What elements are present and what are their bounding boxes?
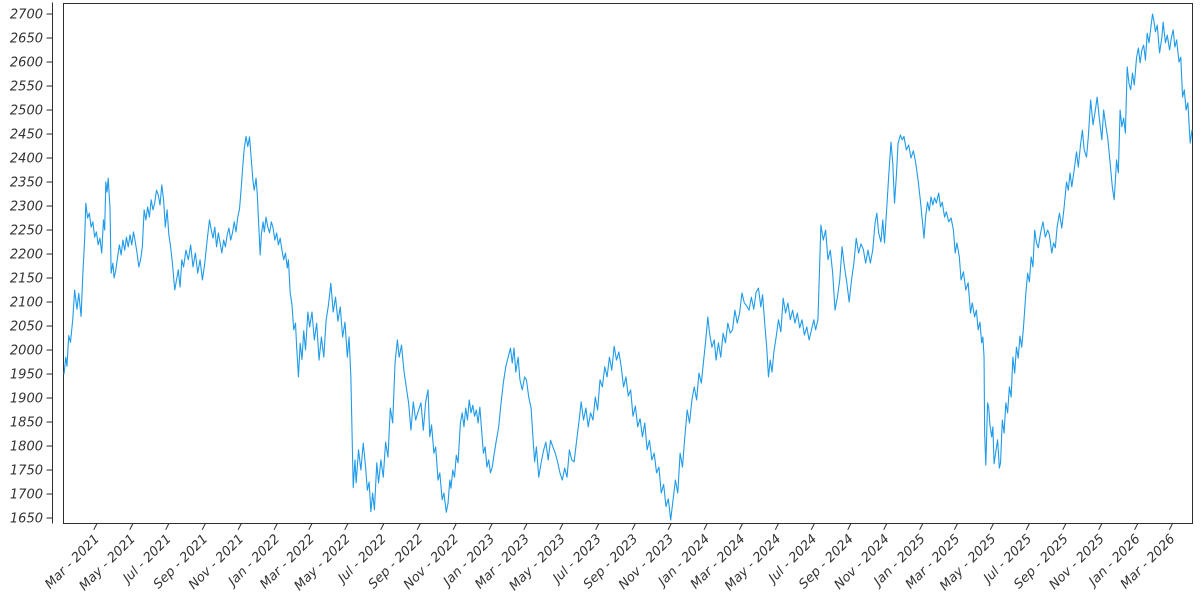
x-tick-mark: [93, 523, 98, 531]
y-tick-label: 2700: [10, 8, 43, 23]
x-tick-mark: [273, 523, 278, 531]
x-tick-mark: [344, 523, 349, 531]
x-tick-mark: [883, 523, 888, 531]
y-tick-label: 2300: [10, 200, 43, 215]
y-tick-label: 2500: [10, 104, 43, 119]
x-tick-mark: [989, 523, 994, 531]
x-tick-mark: [452, 523, 457, 531]
y-tick-label: 2200: [10, 248, 43, 263]
y-tick-label: 2400: [10, 152, 43, 167]
x-tick-mark: [237, 523, 242, 531]
y-tick-label: 1950: [10, 368, 43, 383]
plot-frame: [63, 3, 1193, 524]
x-tick-mark: [201, 523, 206, 531]
y-tick-label: 1900: [10, 392, 43, 407]
x-tick-mark: [1062, 523, 1067, 531]
x-tick-mark: [595, 523, 600, 531]
x-tick-mark: [919, 523, 924, 531]
x-tick-mark: [380, 523, 385, 531]
y-tick-label: 2250: [10, 224, 43, 239]
y-tick-label: 1700: [10, 488, 43, 503]
y-tick-label: 2100: [10, 296, 43, 311]
x-tick-mark: [953, 523, 958, 531]
y-tick-label: 1850: [10, 416, 43, 431]
x-tick-mark: [416, 523, 421, 531]
y-tick-label: 2650: [10, 32, 43, 47]
x-tick-mark: [738, 523, 744, 531]
y-tick-label: 2350: [10, 176, 43, 191]
x-tick-mark: [847, 523, 852, 531]
x-tick-mark: [165, 523, 170, 531]
x-tick-mark: [810, 523, 815, 531]
y-tick-label: 1750: [10, 464, 43, 479]
x-tick-mark: [1025, 523, 1030, 531]
y-tick-label: 2600: [10, 56, 43, 71]
x-tick-mark: [667, 523, 672, 531]
y-tick-label: 2150: [10, 272, 43, 287]
x-tick-mark: [774, 523, 779, 531]
x-tick-mark: [129, 523, 134, 531]
y-tick-label: 1800: [10, 440, 43, 455]
x-tick-mark: [1134, 523, 1139, 531]
y-tick-label: 2050: [10, 320, 43, 335]
x-tick-mark: [308, 523, 313, 531]
x-tick-mark: [523, 523, 528, 531]
x-tick-mark: [488, 523, 493, 531]
x-tick-mark: [631, 523, 636, 531]
price-series-line: [63, 13, 1193, 521]
y-tick-label: 2000: [10, 344, 43, 359]
y-tick-label: 1650: [10, 512, 43, 527]
y-tick-label: 2550: [10, 80, 43, 95]
y-tick-label: 2450: [10, 128, 43, 143]
x-tick-mark: [1168, 523, 1173, 531]
x-tick-mark: [1098, 523, 1103, 531]
x-tick-mark: [703, 523, 708, 531]
x-tick-mark: [559, 523, 564, 531]
